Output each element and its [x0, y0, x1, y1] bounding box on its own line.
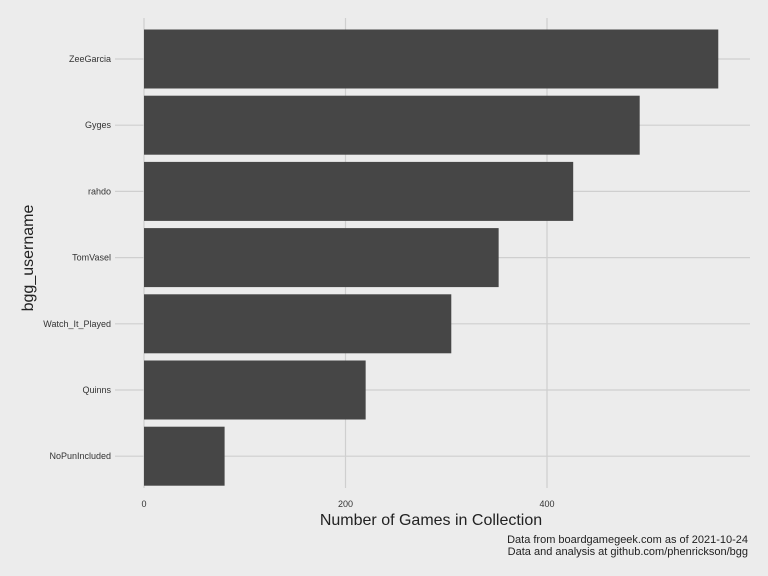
x-tick-label: 400 [539, 499, 554, 509]
bars [144, 29, 719, 486]
bar-NoPunIncluded [144, 426, 225, 486]
y-tick-label: Watch_It_Played [43, 319, 111, 329]
bar-Gyges [144, 95, 640, 155]
x-tick-label: 200 [338, 499, 353, 509]
bar-rahdo [144, 161, 574, 221]
y-tick-label: TomVasel [72, 253, 111, 263]
bar-TomVasel [144, 228, 499, 288]
y-tick-labels: ZeeGarcia Gyges rahdo TomVasel Watch_It_Play… [43, 54, 111, 461]
x-axis-title: Number of Games in Collection [320, 512, 542, 529]
x-tick-labels: 0 200 400 [141, 499, 554, 509]
y-tick-label: rahdo [88, 186, 111, 196]
y-tick-label: NoPunIncluded [49, 451, 111, 461]
bar-ZeeGarcia [144, 29, 719, 89]
y-axis-title: bgg_username [20, 205, 37, 312]
bar-Watch_It_Played [144, 294, 452, 354]
y-tick-label: ZeeGarcia [69, 54, 111, 64]
x-tick-label: 0 [141, 499, 146, 509]
caption-source: Data from boardgamegeek.com as of 2021-1… [507, 534, 748, 546]
caption-analysis: Data and analysis at github.com/phenrick… [508, 546, 748, 558]
y-tick-label: Gyges [85, 120, 112, 130]
bar-Quinns [144, 360, 366, 420]
y-tick-label: Quinns [82, 385, 111, 395]
